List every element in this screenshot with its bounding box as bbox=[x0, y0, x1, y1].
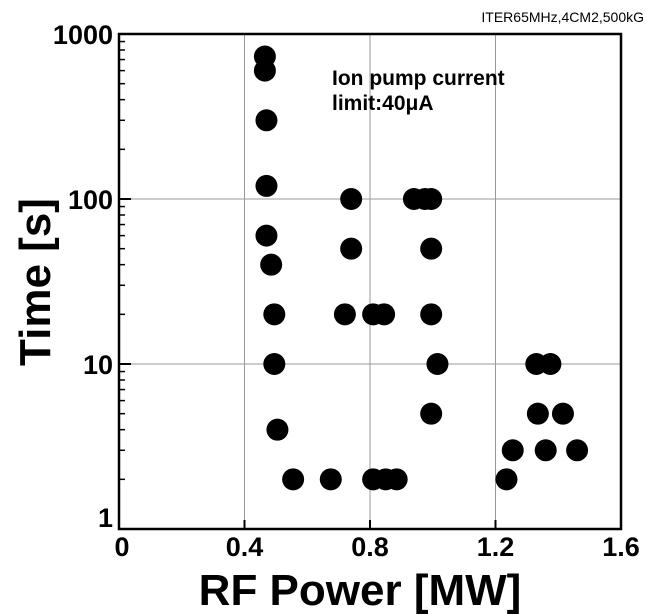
y-tick-label: 1 bbox=[98, 503, 113, 533]
data-point bbox=[282, 468, 305, 491]
data-point bbox=[566, 439, 589, 462]
data-point bbox=[385, 468, 408, 491]
data-point bbox=[534, 439, 557, 462]
data-points bbox=[253, 45, 589, 491]
data-point bbox=[526, 402, 549, 425]
data-point bbox=[501, 439, 524, 462]
y-axis-title: Time [s] bbox=[11, 198, 60, 366]
data-point bbox=[495, 468, 518, 491]
data-point bbox=[255, 109, 278, 132]
data-point bbox=[255, 224, 278, 247]
x-tick-label: 0.4 bbox=[226, 532, 264, 562]
data-point bbox=[266, 418, 289, 441]
x-tick-label: 0.8 bbox=[351, 532, 389, 562]
data-point bbox=[420, 303, 443, 326]
data-point bbox=[255, 174, 278, 197]
data-point bbox=[260, 253, 283, 276]
data-point bbox=[420, 402, 443, 425]
data-point bbox=[340, 237, 363, 260]
data-point bbox=[340, 188, 363, 210]
axis-ticks: 0 0.4 0.8 1.2 1.6 1 10 100 1000 bbox=[53, 20, 640, 562]
x-axis-title: RF Power [MW] bbox=[199, 566, 522, 614]
data-point bbox=[420, 188, 443, 210]
data-point bbox=[551, 402, 574, 425]
x-tick-label: 0 bbox=[114, 532, 129, 562]
annotation-line-1: Ion pump current bbox=[332, 67, 505, 90]
corner-label: ITER65MHz,4CM2,500kG bbox=[481, 9, 644, 25]
data-point bbox=[539, 353, 562, 375]
x-tick-label: 1.6 bbox=[602, 532, 640, 562]
y-tick-label: 100 bbox=[68, 185, 113, 215]
data-point bbox=[426, 353, 449, 375]
data-point bbox=[263, 303, 286, 326]
data-point bbox=[263, 353, 286, 375]
y-tick-label: 1000 bbox=[53, 20, 113, 50]
data-point bbox=[420, 237, 443, 260]
annotation-line-2: limit:40μA bbox=[332, 92, 434, 115]
data-point bbox=[253, 59, 276, 82]
y-tick-label: 10 bbox=[83, 350, 113, 380]
data-point bbox=[319, 468, 342, 491]
data-point bbox=[333, 303, 356, 326]
data-point bbox=[373, 303, 396, 326]
x-tick-label: 1.2 bbox=[477, 532, 515, 562]
